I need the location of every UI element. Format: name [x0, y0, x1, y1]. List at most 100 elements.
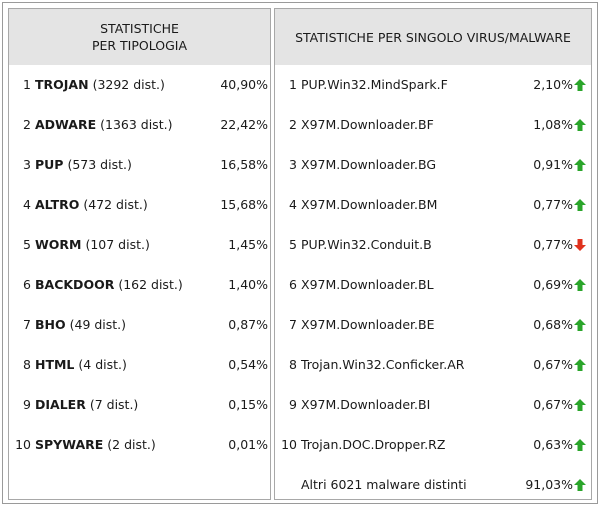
type-count: (2 dist.) [107, 437, 156, 452]
virus-name: X97M.Downloader.BF [301, 117, 434, 132]
type-percentage: 22,42% [220, 117, 268, 132]
virus-name: X97M.Downloader.BI [301, 397, 431, 412]
type-name: BHO [35, 317, 66, 332]
type-statistics-header: STATISTICHE PER TIPOLOGIA [9, 9, 270, 65]
virus-row: 1 PUP.Win32.MindSpark.F 2,10% [275, 75, 591, 95]
virus-percentage: 1,08% [533, 117, 573, 132]
type-label: ALTRO (472 dist.) [35, 195, 148, 215]
type-name: HTML [35, 357, 75, 372]
type-label: BHO (49 dist.) [35, 315, 126, 335]
type-rank: 9 [23, 397, 31, 412]
trend-up-arrow-icon [574, 279, 586, 291]
type-name: BACKDOOR [35, 277, 115, 292]
virus-rank: 8 [289, 357, 297, 372]
type-percentage: 0,01% [228, 437, 268, 452]
type-count: (49 dist.) [69, 317, 127, 332]
type-rank: 3 [23, 157, 31, 172]
virus-row: 7 X97M.Downloader.BE 0,68% [275, 315, 591, 335]
virus-name: X97M.Downloader.BG [301, 157, 437, 172]
type-header-line1: STATISTICHE [100, 21, 179, 36]
type-row: 4 ALTRO (472 dist.) 15,68% [9, 195, 270, 215]
type-row: 8 HTML (4 dist.) 0,54% [9, 355, 270, 375]
type-label: DIALER (7 dist.) [35, 395, 138, 415]
virus-percentage: 0,91% [533, 157, 573, 172]
type-label: WORM (107 dist.) [35, 235, 150, 255]
type-percentage: 40,90% [220, 77, 268, 92]
type-percentage: 15,68% [220, 197, 268, 212]
virus-row: 6 X97M.Downloader.BL 0,69% [275, 275, 591, 295]
virus-rank: 3 [289, 157, 297, 172]
virus-percentage: 0,77% [533, 237, 573, 252]
trend-up-arrow-icon [574, 399, 586, 411]
trend-up-arrow-icon [574, 319, 586, 331]
type-label: SPYWARE (2 dist.) [35, 435, 156, 455]
virus-percentage: 0,67% [533, 397, 573, 412]
virus-name: Trojan.Win32.Conficker.AR [301, 357, 465, 372]
virus-name: Trojan.DOC.Dropper.RZ [301, 437, 446, 452]
trend-up-arrow-icon [574, 479, 586, 491]
type-count: (4 dist.) [78, 357, 127, 372]
type-percentage: 0,54% [228, 357, 268, 372]
virus-rank: 4 [289, 197, 297, 212]
virus-row: 4 X97M.Downloader.BM 0,77% [275, 195, 591, 215]
trend-down-arrow-icon [574, 239, 586, 251]
virus-rank: 10 [281, 437, 297, 452]
type-name: WORM [35, 237, 82, 252]
virus-name: X97M.Downloader.BE [301, 317, 435, 332]
type-count: (162 dist.) [118, 277, 183, 292]
other-malware-percentage: 91,03% [525, 477, 573, 492]
virus-rank: 2 [289, 117, 297, 132]
type-name: SPYWARE [35, 437, 104, 452]
trend-up-arrow-icon [574, 359, 586, 371]
other-malware-label: Altri 6021 malware distinti [301, 477, 467, 492]
type-rank: 8 [23, 357, 31, 372]
virus-header-title: STATISTICHE PER SINGOLO VIRUS/MALWARE [295, 29, 571, 45]
type-name: DIALER [35, 397, 86, 412]
virus-rank: 7 [289, 317, 297, 332]
type-statistics-panel: STATISTICHE PER TIPOLOGIA 1 TROJAN (3292 … [8, 8, 271, 500]
type-rank: 6 [23, 277, 31, 292]
virus-name: PUP.Win32.Conduit.B [301, 237, 432, 252]
type-row: 10 SPYWARE (2 dist.) 0,01% [9, 435, 270, 455]
virus-percentage: 0,63% [533, 437, 573, 452]
type-row: 9 DIALER (7 dist.) 0,15% [9, 395, 270, 415]
type-percentage: 1,40% [228, 277, 268, 292]
type-row: 2 ADWARE (1363 dist.) 22,42% [9, 115, 270, 135]
type-count: (472 dist.) [83, 197, 148, 212]
virus-statistics-header: STATISTICHE PER SINGOLO VIRUS/MALWARE [275, 9, 591, 65]
trend-up-arrow-icon [574, 439, 586, 451]
type-count: (7 dist.) [89, 397, 139, 412]
virus-rank: 1 [289, 77, 297, 92]
trend-up-arrow-icon [574, 199, 586, 211]
type-rank: 4 [23, 197, 31, 212]
virus-row: 3 X97M.Downloader.BG 0,91% [275, 155, 591, 175]
type-name: ALTRO [35, 197, 80, 212]
trend-up-arrow-icon [574, 119, 586, 131]
virus-rank: 5 [289, 237, 297, 252]
virus-percentage: 0,77% [533, 197, 573, 212]
type-rank: 5 [23, 237, 31, 252]
type-row: 7 BHO (49 dist.) 0,87% [9, 315, 270, 335]
type-row: 3 PUP (573 dist.) 16,58% [9, 155, 270, 175]
virus-row: 5 PUP.Win32.Conduit.B 0,77% [275, 235, 591, 255]
type-count: (1363 dist.) [100, 117, 173, 132]
virus-name: X97M.Downloader.BM [301, 197, 438, 212]
virus-percentage: 2,10% [533, 77, 573, 92]
type-percentage: 0,87% [228, 317, 268, 332]
trend-up-arrow-icon [574, 79, 586, 91]
virus-row: 8 Trojan.Win32.Conficker.AR 0,67% [275, 355, 591, 375]
type-count: (3292 dist.) [92, 77, 165, 92]
type-label: ADWARE (1363 dist.) [35, 115, 172, 135]
virus-percentage: 0,68% [533, 317, 573, 332]
type-rank: 1 [23, 77, 31, 92]
type-row: 5 WORM (107 dist.) 1,45% [9, 235, 270, 255]
type-header-line2: PER TIPOLOGIA [91, 38, 188, 53]
type-rank: 10 [15, 437, 31, 452]
virus-row: 9 X97M.Downloader.BI 0,67% [275, 395, 591, 415]
trend-up-arrow-icon [574, 159, 586, 171]
virus-rank: 6 [289, 277, 297, 292]
type-percentage: 0,15% [228, 397, 268, 412]
type-label: TROJAN (3292 dist.) [35, 75, 165, 95]
